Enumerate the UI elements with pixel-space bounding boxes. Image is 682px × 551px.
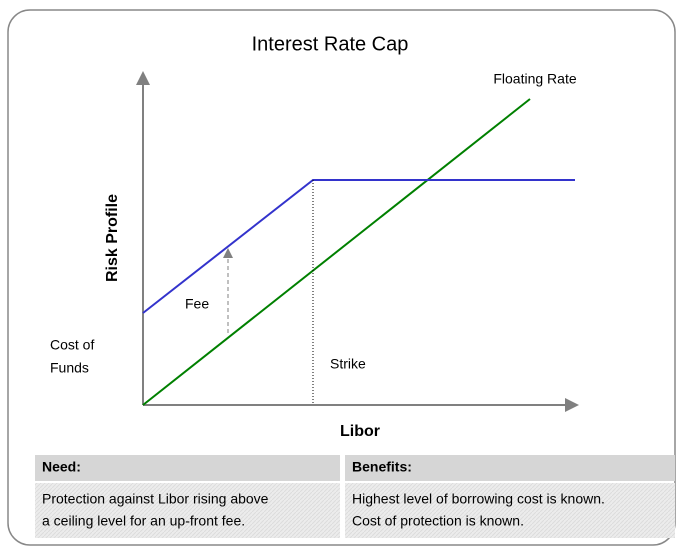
cost-of-funds-label: Cost of	[50, 337, 94, 353]
need-text: a ceiling level for an up-front fee.	[42, 513, 245, 529]
y-axis-label: Risk Profile	[104, 194, 121, 282]
fee-arrow-head	[223, 248, 233, 258]
benefits-heading: Benefits:	[352, 459, 412, 475]
x-axis-label: Libor	[340, 423, 380, 440]
cost-of-funds-label: Funds	[50, 360, 89, 376]
fee-label: Fee	[185, 296, 209, 312]
need-text: Protection against Libor rising above	[42, 491, 269, 507]
benefits-body	[345, 483, 675, 538]
benefits-header	[345, 455, 675, 481]
y-arrow	[136, 71, 150, 85]
strike-label: Strike	[330, 356, 366, 372]
frame	[7, 9, 676, 546]
title: Interest Rate Cap	[252, 33, 409, 55]
x-arrow	[565, 398, 579, 412]
floating-rate-label: Floating Rate	[493, 71, 576, 87]
benefits-text: Highest level of borrowing cost is known…	[352, 491, 605, 507]
need-heading: Need:	[42, 459, 81, 475]
floating-rate-line	[142, 98, 531, 406]
need-body	[35, 483, 340, 538]
need-header	[35, 455, 340, 481]
benefits-text: Cost of protection is known.	[352, 513, 524, 529]
